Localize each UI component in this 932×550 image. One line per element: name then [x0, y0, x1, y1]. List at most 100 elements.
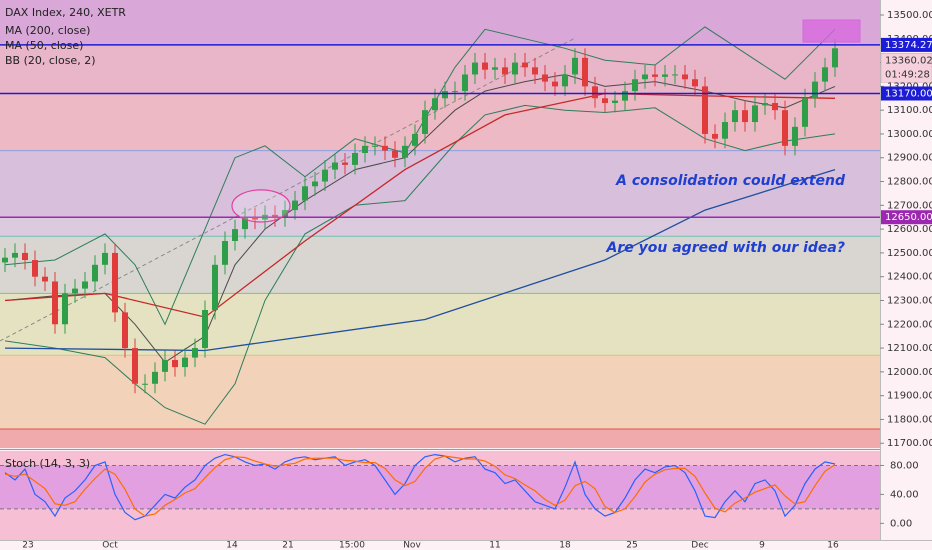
annotation: A consolidation could extend	[615, 173, 846, 189]
candle-body	[292, 200, 298, 211]
y-tick-label: 12200.00	[887, 319, 932, 330]
y-tick-label: 11700.00	[887, 438, 932, 449]
consolidation-ellipse	[231, 189, 291, 223]
candle-body	[242, 217, 248, 230]
y-tick-label: 11900.00	[887, 391, 932, 402]
candle-body	[552, 81, 558, 87]
candle-body	[782, 110, 788, 146]
candle-body	[722, 122, 728, 139]
x-tick-label: Dec	[691, 541, 708, 550]
zone	[0, 217, 880, 237]
candle-body	[42, 276, 48, 282]
candle-body	[622, 91, 628, 101]
candle-body	[642, 74, 648, 80]
x-tick-label: 16	[827, 541, 839, 550]
zone	[0, 150, 880, 218]
candle-body	[72, 288, 78, 294]
legend-entry: MA (50, close)	[5, 39, 83, 52]
y-tick-label: 11800.00	[887, 414, 932, 425]
candle-body	[742, 110, 748, 123]
y-tick-label: 40.00	[890, 489, 919, 500]
y-tick-label: 12500.00	[887, 248, 932, 259]
candle-body	[672, 74, 678, 76]
y-tick-label: 13100.00	[887, 105, 932, 116]
price-label-box	[881, 86, 932, 101]
candle-body	[312, 181, 318, 187]
candle-body	[822, 67, 828, 82]
candle-body	[762, 103, 768, 106]
price-label: 13374.27	[885, 40, 932, 51]
y-tick-label: 12600.00	[887, 224, 932, 235]
price-label: 12650.00	[885, 212, 932, 223]
y-tick-label: 12400.00	[887, 272, 932, 283]
candle-body	[422, 110, 428, 134]
y-tick-label: 12000.00	[887, 367, 932, 378]
candle-body	[172, 359, 178, 368]
candle-body	[462, 74, 468, 92]
candle-body	[802, 98, 808, 127]
candle-body	[102, 252, 108, 265]
x-tick-label: 25	[626, 541, 637, 550]
candle-body	[122, 312, 128, 349]
candle-body	[752, 105, 758, 123]
candle-body	[362, 145, 368, 153]
zone	[0, 44, 880, 94]
candle-body	[182, 357, 188, 368]
candle-body	[92, 264, 98, 282]
x-tick-label: Nov	[403, 541, 421, 550]
stoch-d	[4, 455, 836, 517]
candle-body	[492, 67, 498, 70]
candle-body	[602, 98, 608, 104]
x-tick-label: Oct	[102, 541, 118, 550]
price-label-box	[881, 37, 932, 52]
candle-body	[162, 359, 168, 372]
candle-body	[812, 81, 818, 99]
chart-title: DAX Index, 240, XETR	[5, 6, 126, 19]
zone	[0, 293, 880, 356]
candle-body	[52, 281, 58, 325]
x-tick-label: 21	[282, 541, 293, 550]
candle-body	[832, 48, 838, 68]
candle-body	[2, 257, 8, 263]
x-tick-label: 15:00	[339, 541, 365, 550]
candle-body	[692, 79, 698, 87]
candle-body	[612, 100, 618, 104]
stoch-k	[4, 453, 836, 521]
candle-body	[192, 348, 198, 358]
x-tick-label: 9	[759, 541, 765, 550]
candle-body	[772, 103, 778, 111]
candle-body	[632, 79, 638, 92]
y-tick-label: 13000.00	[887, 129, 932, 140]
candle-body	[112, 252, 118, 313]
candle-body	[412, 133, 418, 146]
candle-body	[302, 186, 308, 201]
candle-body	[442, 91, 448, 99]
candle-body	[202, 310, 208, 349]
candle-body	[572, 57, 578, 75]
candle-body	[562, 74, 568, 87]
price-label-box	[881, 210, 932, 225]
candle-body	[382, 145, 388, 151]
candle-body	[232, 229, 238, 242]
candle-body	[372, 145, 378, 147]
ma-line	[4, 168, 836, 352]
candle-body	[12, 252, 18, 258]
candle-body	[472, 62, 478, 75]
candle-body	[222, 241, 228, 265]
candle-body	[282, 210, 288, 218]
zone	[0, 236, 880, 294]
candle-body	[682, 74, 688, 80]
candle-body	[702, 86, 708, 134]
candle-body	[402, 145, 408, 158]
candle-body	[662, 74, 668, 77]
y-tick-label: 12900.00	[887, 153, 932, 164]
candle-body	[652, 74, 658, 77]
trendline	[0, 37, 576, 342]
last-price-box	[880, 53, 932, 83]
ma-line	[4, 92, 836, 318]
candle-body	[272, 214, 278, 218]
annotation: Are you agreed with our idea?	[606, 240, 845, 256]
candle-body	[522, 62, 528, 68]
zone	[0, 0, 880, 45]
y-tick-label: 12700.00	[887, 200, 932, 211]
